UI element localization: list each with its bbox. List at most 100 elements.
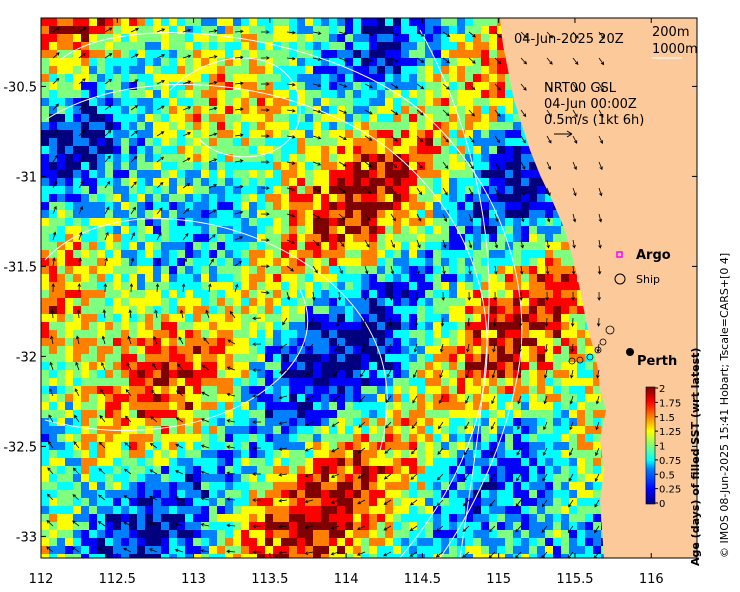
sst-cell bbox=[305, 242, 313, 250]
sst-cell bbox=[177, 258, 185, 266]
sst-cell bbox=[545, 322, 553, 330]
sst-cell bbox=[169, 74, 177, 82]
sst-cell bbox=[257, 546, 265, 554]
sst-cell bbox=[265, 146, 273, 154]
sst-cell bbox=[209, 450, 217, 458]
sst-cell bbox=[457, 394, 465, 402]
sst-cell bbox=[329, 290, 337, 298]
sst-cell bbox=[497, 258, 505, 266]
sst-cell bbox=[121, 386, 129, 394]
sst-cell bbox=[73, 290, 81, 298]
sst-cell bbox=[321, 490, 329, 498]
sst-cell bbox=[377, 554, 385, 558]
sst-cell bbox=[353, 258, 361, 266]
sst-cell bbox=[201, 338, 209, 346]
sst-cell bbox=[561, 250, 569, 258]
sst-cell bbox=[353, 410, 361, 418]
sst-cell bbox=[201, 34, 209, 42]
sst-cell bbox=[137, 314, 145, 322]
sst-cell bbox=[401, 18, 409, 26]
sst-cell bbox=[449, 154, 457, 162]
sst-cell bbox=[241, 330, 249, 338]
sst-cell bbox=[49, 250, 57, 258]
sst-cell bbox=[217, 506, 225, 514]
sst-cell bbox=[241, 394, 249, 402]
sst-cell bbox=[137, 202, 145, 210]
sst-cell bbox=[305, 66, 313, 74]
sst-cell bbox=[265, 274, 273, 282]
sst-cell bbox=[225, 314, 233, 322]
sst-cell bbox=[513, 258, 521, 266]
sst-cell bbox=[169, 458, 177, 466]
sst-cell bbox=[393, 490, 401, 498]
sst-cell bbox=[441, 210, 449, 218]
sst-cell bbox=[321, 26, 329, 34]
sst-cell bbox=[417, 426, 425, 434]
sst-cell bbox=[185, 442, 193, 450]
sst-cell bbox=[193, 274, 201, 282]
sst-cell bbox=[257, 506, 265, 514]
sst-cell bbox=[81, 258, 89, 266]
sst-cell bbox=[537, 354, 545, 362]
sst-cell bbox=[257, 490, 265, 498]
sst-cell bbox=[257, 378, 265, 386]
sst-cell bbox=[113, 242, 121, 250]
sst-cell bbox=[385, 442, 393, 450]
sst-cell bbox=[81, 506, 89, 514]
sst-cell bbox=[57, 106, 65, 114]
sst-cell bbox=[505, 74, 513, 82]
sst-cell bbox=[345, 410, 353, 418]
sst-cell bbox=[201, 530, 209, 538]
sst-cell bbox=[449, 66, 457, 74]
sst-cell bbox=[121, 26, 129, 34]
sst-cell bbox=[201, 26, 209, 34]
sst-cell bbox=[73, 26, 81, 34]
sst-cell bbox=[89, 322, 97, 330]
sst-cell bbox=[345, 66, 353, 74]
sst-cell bbox=[121, 146, 129, 154]
sst-cell bbox=[81, 34, 89, 42]
current-arrow bbox=[494, 83, 501, 91]
sst-cell bbox=[129, 450, 137, 458]
sst-cell bbox=[137, 58, 145, 66]
sst-cell bbox=[297, 66, 305, 74]
sst-cell bbox=[369, 58, 377, 66]
sst-cell bbox=[209, 250, 217, 258]
current-arrow bbox=[390, 57, 399, 63]
sst-cell bbox=[481, 290, 489, 298]
sst-cell bbox=[361, 114, 369, 122]
sst-cell bbox=[241, 482, 249, 490]
sst-cell bbox=[241, 202, 249, 210]
sst-cell bbox=[241, 162, 249, 170]
current-arrow bbox=[338, 109, 348, 114]
sst-cell bbox=[249, 442, 257, 450]
sst-cell bbox=[57, 162, 65, 170]
sst-cell bbox=[225, 290, 233, 298]
sst-cell bbox=[113, 434, 121, 442]
sst-cell bbox=[329, 522, 337, 530]
sst-cell bbox=[193, 146, 201, 154]
sst-cell bbox=[49, 498, 57, 506]
sst-cell bbox=[113, 538, 121, 546]
sst-cell bbox=[361, 202, 369, 210]
sst-cell bbox=[193, 234, 201, 242]
sst-cell bbox=[41, 410, 49, 418]
sst-cell bbox=[145, 450, 153, 458]
sst-cell bbox=[361, 154, 369, 162]
sst-cell bbox=[137, 266, 145, 274]
sst-cell bbox=[233, 58, 241, 66]
sst-cell bbox=[305, 34, 313, 42]
sst-cell bbox=[337, 226, 345, 234]
sst-cell bbox=[473, 378, 481, 386]
sst-cell bbox=[553, 250, 561, 258]
sst-cell bbox=[241, 170, 249, 178]
sst-cell bbox=[457, 202, 465, 210]
sst-cell bbox=[561, 322, 569, 330]
sst-cell bbox=[241, 338, 249, 346]
sst-cell bbox=[441, 234, 449, 242]
sst-cell bbox=[121, 322, 129, 330]
sst-cell bbox=[225, 234, 233, 242]
sst-cell bbox=[273, 354, 281, 362]
sst-cell bbox=[521, 162, 529, 170]
sst-cell bbox=[169, 546, 177, 554]
